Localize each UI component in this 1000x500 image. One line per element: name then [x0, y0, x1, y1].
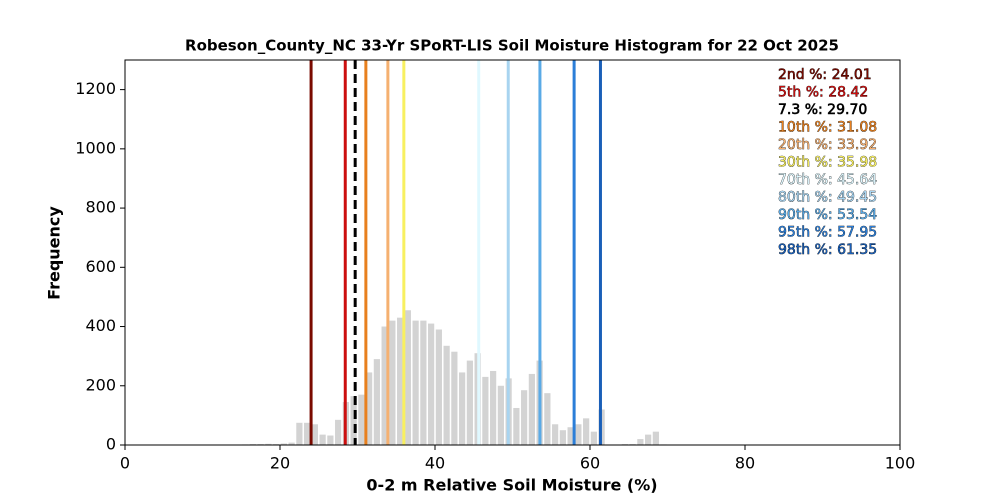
- legend-entry: 98th %: 61.35: [778, 242, 877, 258]
- legend-entry: 20th %: 33.92: [778, 137, 877, 153]
- legend-entry: 70th %: 45.64: [778, 172, 877, 188]
- bar: [358, 394, 365, 445]
- bar: [288, 442, 295, 445]
- legend-entry: 10th %: 31.08: [778, 120, 877, 136]
- bar: [319, 434, 326, 445]
- x-tick-label: 40: [425, 454, 445, 473]
- bar: [389, 320, 396, 445]
- bar: [544, 393, 551, 445]
- bar: [645, 434, 652, 445]
- bar: [397, 317, 404, 445]
- bar: [296, 422, 303, 445]
- legend-entry: 80th %: 49.45: [778, 190, 877, 206]
- x-tick-label: 20: [270, 454, 290, 473]
- bar: [280, 443, 287, 445]
- bar: [350, 396, 357, 445]
- legend-entry: 5th %: 28.42: [778, 85, 868, 101]
- x-tick-label: 80: [735, 454, 755, 473]
- bar: [265, 443, 272, 445]
- bar: [552, 424, 559, 445]
- bar: [335, 419, 342, 445]
- bar: [497, 385, 504, 445]
- bar: [327, 435, 334, 445]
- legend-entry: 7.3 %: 29.70: [778, 102, 867, 118]
- x-tick-label: 100: [885, 454, 916, 473]
- legend-entry: 95th %: 57.95: [778, 225, 877, 241]
- bar: [311, 424, 318, 445]
- x-axis-label: 0-2 m Relative Soil Moisture (%): [366, 476, 657, 495]
- bar: [381, 326, 388, 445]
- y-tick-label: 200: [85, 375, 116, 394]
- bar: [652, 431, 659, 445]
- x-tick-label: 0: [120, 454, 130, 473]
- legend-entry: 90th %: 53.54: [778, 207, 877, 223]
- bar: [528, 373, 535, 445]
- x-tick-label: 60: [580, 454, 600, 473]
- bar: [466, 360, 473, 445]
- bar: [590, 431, 597, 445]
- bar: [575, 424, 582, 445]
- bar: [637, 439, 644, 445]
- bar: [404, 310, 411, 445]
- bar: [451, 351, 458, 445]
- legend-entry: 2nd %: 24.01: [778, 67, 872, 83]
- bar: [420, 320, 427, 445]
- bar: [435, 329, 442, 445]
- chart-title: Robeson_County_NC 33-Yr SPoRT-LIS Soil M…: [185, 37, 839, 55]
- bar: [482, 376, 489, 445]
- legend-entry: 30th %: 35.98: [778, 155, 877, 171]
- bar: [583, 418, 590, 445]
- bar: [443, 345, 450, 445]
- y-tick-label: 600: [85, 257, 116, 276]
- bar: [428, 323, 435, 445]
- plot-frame: [124, 59, 901, 446]
- y-tick-label: 1200: [75, 79, 116, 98]
- y-tick-label: 800: [85, 198, 116, 217]
- bar: [490, 370, 497, 445]
- bar: [559, 430, 566, 445]
- y-tick-label: 400: [85, 316, 116, 335]
- bar: [459, 372, 466, 445]
- bar: [513, 407, 520, 445]
- y-axis-label: Frequency: [45, 206, 64, 300]
- bar: [521, 390, 528, 445]
- bar: [304, 422, 311, 445]
- bar: [366, 372, 373, 445]
- y-tick-label: 0: [106, 435, 116, 454]
- bar: [373, 359, 380, 445]
- y-tick-label: 1000: [75, 138, 116, 157]
- bar: [412, 320, 419, 445]
- bar: [567, 427, 574, 445]
